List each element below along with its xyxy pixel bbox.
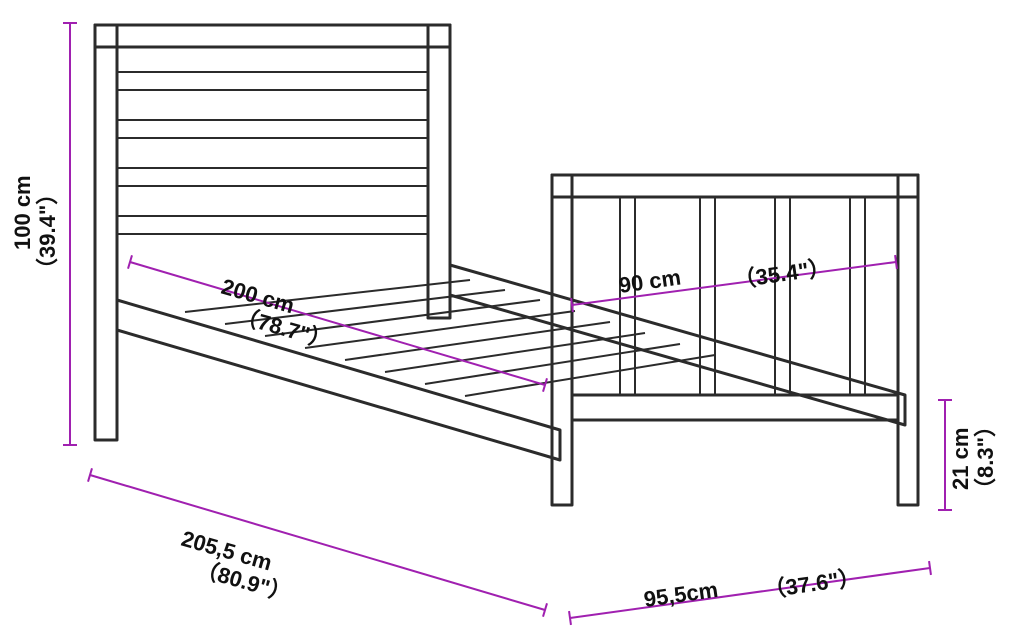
dim-outer-width-cm: 95,5cm	[642, 577, 719, 612]
dim-inner-width-cm: 90 cm	[617, 265, 682, 298]
dim-outer-width-in: （37.6"）	[762, 565, 862, 603]
dim-height-in: （39.4"）	[35, 183, 60, 280]
dimension-diagram: 100 cm （39.4"） 200 cm （78.7"） 90 cm （35.…	[0, 0, 1020, 642]
dim-leg-cm: 21 cm	[948, 428, 973, 490]
dim-height-cm: 100 cm	[10, 175, 35, 250]
dim-leg-in: （8.3"）	[973, 415, 998, 500]
dim-inner-width-in: （35.4"）	[732, 255, 832, 293]
